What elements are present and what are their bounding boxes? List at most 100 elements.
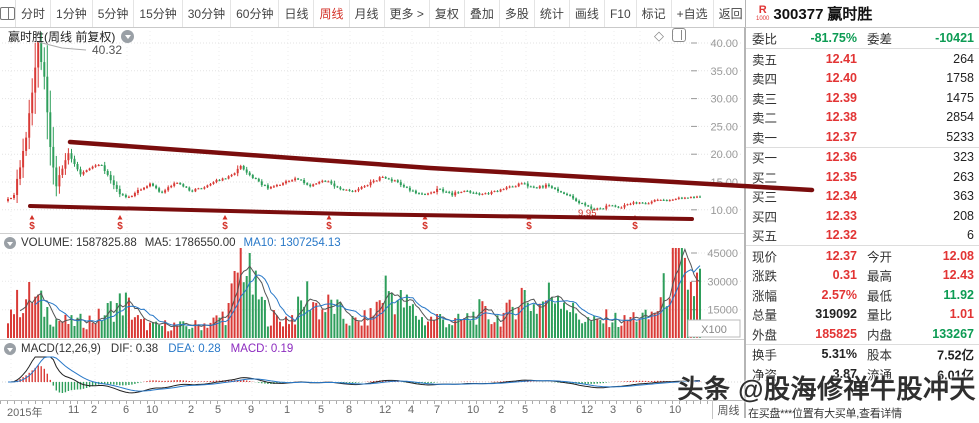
toolbar-item-week[interactable]: 周线 (314, 0, 350, 27)
bid-label: 买四 (752, 210, 778, 225)
toolbar-item-restore-rights[interactable]: 复权 (430, 0, 465, 27)
info-value: 185825 (815, 326, 857, 341)
toolbar-item-more[interactable]: 更多 > (385, 0, 430, 27)
svg-text:20.00: 20.00 (710, 149, 738, 161)
toolbar-item-back[interactable]: 返回 (714, 0, 749, 27)
toolbar-item-overlay[interactable]: 叠加 (465, 0, 500, 27)
info-value: 319092 (815, 307, 857, 322)
info-label: 外盘 (752, 328, 778, 343)
toolbar-item-month[interactable]: 月线 (350, 0, 385, 27)
candlesticks (7, 32, 701, 211)
info-value: 12.43 (942, 268, 974, 283)
bid-label: 买一 (752, 151, 778, 166)
info-label: 换手 (752, 348, 778, 363)
svg-text:15000: 15000 (707, 305, 738, 317)
ask-volume: 1475 (946, 90, 974, 105)
pane-separator (0, 339, 744, 340)
time-axis-label: 2015年 (7, 407, 43, 419)
toolbar-item-1min[interactable]: 1分钟 (51, 0, 93, 27)
svg-text:$: $ (222, 221, 228, 232)
time-axis-label: 6 (636, 404, 643, 416)
toolbar-item-day[interactable]: 日线 (279, 0, 315, 27)
info-label: 今开 (867, 250, 893, 265)
toolbar-item-draw-line[interactable]: 画线 (570, 0, 605, 27)
stock-code: 300377 (773, 6, 824, 23)
ask-volume: 264 (953, 51, 974, 66)
info-value: 7.52亿 (937, 348, 974, 363)
info-row: 现价 12.37 今开 12.08 (746, 245, 979, 266)
collapse-main-pane-icon[interactable] (121, 30, 135, 43)
ask-price: 12.41 (825, 51, 857, 66)
info-label: 量比 (867, 308, 893, 323)
ask-price: 12.38 (825, 110, 857, 125)
side-panel-toggle-icon[interactable] (672, 28, 686, 42)
toolbar-item-add-watchlist[interactable]: +自选 (672, 0, 714, 27)
toolbar-item-30min[interactable]: 30分钟 (183, 0, 232, 27)
svg-text:10.00: 10.00 (710, 205, 738, 217)
time-axis-label: 2 (91, 404, 98, 416)
svg-text:40.00: 40.00 (710, 38, 738, 50)
macd-dea: DEA: 0.28 (168, 343, 221, 355)
collapse-macd-pane-icon[interactable] (4, 343, 16, 355)
time-axis-label: 4 (408, 404, 415, 416)
macd-histogram (10, 365, 701, 393)
toolbar-item-60min[interactable]: 60分钟 (231, 0, 280, 27)
volume-ma10: MA10: 1307254.13 (243, 237, 341, 249)
bid-label: 买二 (752, 171, 778, 186)
weicha-label: 委差 (867, 32, 893, 47)
collapse-volume-pane-icon[interactable] (4, 237, 16, 249)
ask-label: 卖二 (752, 111, 778, 126)
bid-price: 12.33 (825, 208, 857, 223)
info-value: 133267 (932, 326, 974, 341)
info-value: 12.37 (825, 248, 857, 263)
ask-row-4: 卖四 12.40 1758 (746, 69, 979, 89)
svg-text:$: $ (422, 221, 428, 232)
toolbar-item-multi-stock[interactable]: 多股 (500, 0, 535, 27)
volume-header: VOLUME: 1587825.88 MA5: 1786550.00 MA10:… (0, 235, 744, 251)
time-axis-label: 10 (669, 404, 682, 416)
info-row: 净资 3.87 流通 6.01亿 (746, 364, 979, 384)
info-value: 3.87 (832, 366, 857, 381)
volume-ma5: MA5: 1786550.00 (144, 237, 236, 249)
ask-label: 卖四 (752, 72, 778, 87)
svg-text:30.00: 30.00 (710, 94, 738, 106)
toolbar-item-5min[interactable]: 5分钟 (93, 0, 135, 27)
dividend-marks: $ $ $ $ $ $ $ (29, 215, 638, 232)
bid-volume: 208 (953, 208, 974, 223)
svg-text:$: $ (29, 221, 35, 232)
info-row: 涨幅 2.57% 最低 11.92 (746, 285, 979, 305)
time-axis-label: 2 (498, 404, 505, 416)
toolbar-item-15min[interactable]: 15分钟 (134, 0, 183, 27)
kline-canvas[interactable]: 40.00 35.00 30.00 25.00 20.00 15.00 10.00 45000… (0, 27, 745, 423)
svg-text:35.00: 35.00 (710, 66, 738, 78)
level2-hint-text[interactable]: 在买盘***位置有大买单,查看详情 (748, 407, 902, 420)
info-label: 流通 (867, 368, 893, 383)
toolbar-item-stats[interactable]: 统计 (535, 0, 570, 27)
stock-title[interactable]: 300377 赢时胜 (773, 3, 872, 24)
toolbar-item-time-sharing[interactable]: 分时 (16, 0, 52, 27)
diamond-tool-icon[interactable]: ◇ (654, 27, 664, 43)
time-axis-label: 2 (188, 404, 195, 416)
info-value: 5.31% (821, 347, 857, 362)
time-axis-label: 9 (248, 404, 255, 416)
toolbar-item-mark[interactable]: 标记 (637, 0, 672, 27)
svg-text:15.00: 15.00 (710, 177, 738, 189)
info-label: 涨跌 (752, 269, 778, 284)
window-split-icon (0, 7, 15, 20)
watermark: 头条 @股海修禅牛股冲天 (677, 374, 976, 404)
low-price-label: 9.95 (578, 208, 597, 219)
info-value: 2.57% (821, 287, 857, 302)
ask-label: 卖三 (752, 92, 778, 107)
level2-hint-row[interactable]: 在买盘***位置有大买单,查看详情 (746, 403, 979, 422)
info-label: 总量 (752, 308, 778, 323)
chart-header: 赢时胜(周线 前复权) ◇ (0, 28, 744, 45)
svg-text:$: $ (632, 221, 638, 232)
time-axis-label: 1 (284, 404, 291, 416)
ask-price: 12.39 (825, 90, 857, 105)
toolbar: 分时 1分钟 5分钟 15分钟 30分钟 60分钟 日线 周线 月线 更多 > 复权 叠加 多股 统计 画线… (0, 0, 749, 28)
bid-volume: 363 (953, 189, 974, 204)
toolbar-item-f10[interactable]: F10 (605, 0, 637, 27)
layout-split-button[interactable] (0, 0, 16, 27)
info-row: 外盘 185825 内盘 133267 (746, 324, 979, 344)
weibi-value: -81.75% (810, 31, 857, 45)
